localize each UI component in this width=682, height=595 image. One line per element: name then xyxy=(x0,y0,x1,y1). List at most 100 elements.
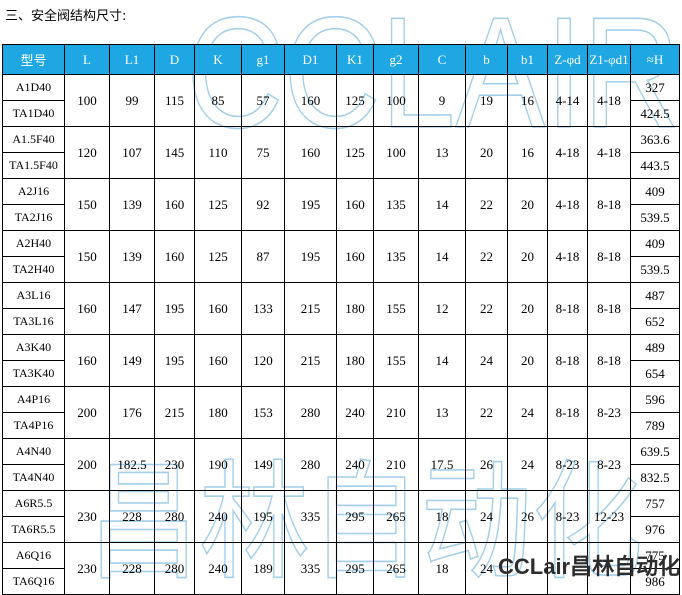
value-cell: 24 xyxy=(507,386,548,439)
table-row: A3K40 160 149 195 160 120 215 180 155 14 24 20 8-18 8… xyxy=(2,334,680,387)
value-cell: 16 xyxy=(507,74,548,127)
height-cell: 539.5 xyxy=(630,204,680,231)
height-cell: 424.5 xyxy=(630,100,680,127)
height-cell: 409 xyxy=(630,230,680,257)
value-cell: 13 xyxy=(418,126,466,179)
height-cell: 652 xyxy=(630,308,680,335)
height-cell: 775 xyxy=(630,542,680,569)
value-cell: 125 xyxy=(336,74,374,127)
value-cell: 4-18 xyxy=(547,178,588,231)
header-cell-1: L xyxy=(64,44,110,75)
height-cell: 409 xyxy=(630,178,680,205)
brand-caption: CCLair昌林自动化 xyxy=(498,554,681,579)
value-cell: 14 xyxy=(418,230,466,283)
value-cell: 230 xyxy=(64,542,110,595)
model-cell: A6R5.5 xyxy=(2,490,65,517)
value-cell: 160 xyxy=(154,178,195,231)
value-cell: 20 xyxy=(507,282,548,335)
value-cell: 149 xyxy=(109,334,155,387)
value-cell: 215 xyxy=(284,282,337,335)
value-cell: 13 xyxy=(418,386,466,439)
header-cell-5: g1 xyxy=(241,44,285,75)
value-cell: 17.5 xyxy=(418,438,466,491)
value-cell: 120 xyxy=(241,334,285,387)
model-cell: A1.5F40 xyxy=(2,126,65,153)
value-cell: 120 xyxy=(64,126,110,179)
table-row: TA3K40 654 xyxy=(2,360,680,387)
height-cell: 539.5 xyxy=(630,256,680,283)
value-cell: 210 xyxy=(373,386,419,439)
header-cell-13: Z1-φd1 xyxy=(587,44,631,75)
value-cell: 215 xyxy=(154,386,195,439)
value-cell: 12 xyxy=(418,282,466,335)
value-cell: 8-23 xyxy=(547,438,588,491)
value-cell: 20 xyxy=(507,334,548,387)
value-cell: 160 xyxy=(64,282,110,335)
value-cell: 200 xyxy=(64,386,110,439)
value-cell: 87 xyxy=(241,230,285,283)
value-cell: 115 xyxy=(154,74,195,127)
value-cell: 100 xyxy=(373,126,419,179)
height-cell: 654 xyxy=(630,360,680,387)
value-cell: 26 xyxy=(507,490,548,543)
height-cell: 596 xyxy=(630,386,680,413)
value-cell: 18 xyxy=(418,490,466,543)
value-cell: 92 xyxy=(241,178,285,231)
table-row: TA2H40 539.5 xyxy=(2,256,680,283)
value-cell: 160 xyxy=(194,334,242,387)
value-cell: 12-23 xyxy=(587,490,631,543)
value-cell: 8-18 xyxy=(587,178,631,231)
value-cell: 265 xyxy=(373,490,419,543)
value-cell: 195 xyxy=(154,334,195,387)
value-cell: 4-18 xyxy=(587,126,631,179)
value-cell: 180 xyxy=(336,334,374,387)
height-cell: 443.5 xyxy=(630,152,680,179)
value-cell: 135 xyxy=(373,230,419,283)
value-cell: 4-18 xyxy=(587,74,631,127)
table-row: TA1D40 424.5 xyxy=(2,100,680,127)
value-cell: 295 xyxy=(336,490,374,543)
value-cell: 265 xyxy=(373,542,419,595)
model-cell: A4N40 xyxy=(2,438,65,465)
value-cell: 240 xyxy=(194,490,242,543)
value-cell: 180 xyxy=(336,282,374,335)
header-cell-9: C xyxy=(418,44,466,75)
value-cell: 100 xyxy=(64,74,110,127)
value-cell: 240 xyxy=(336,438,374,491)
height-cell: 487 xyxy=(630,282,680,309)
value-cell: 160 xyxy=(154,230,195,283)
value-cell: 4-18 xyxy=(547,126,588,179)
value-cell: 230 xyxy=(154,438,195,491)
value-cell: 85 xyxy=(194,74,242,127)
header-cell-14: ≈H xyxy=(630,44,680,75)
value-cell: 14 xyxy=(418,334,466,387)
value-cell: 8-23 xyxy=(587,438,631,491)
model-cell: TA3L16 xyxy=(2,308,65,335)
value-cell: 8-23 xyxy=(587,386,631,439)
value-cell: 155 xyxy=(373,334,419,387)
height-cell: 757 xyxy=(630,490,680,517)
model-cell: TA6R5.5 xyxy=(2,516,65,543)
header-cell-11: b1 xyxy=(507,44,548,75)
header-cell-0: 型号 xyxy=(2,44,65,75)
value-cell: 99 xyxy=(109,74,155,127)
value-cell: 215 xyxy=(284,334,337,387)
header-cell-7: K1 xyxy=(336,44,374,75)
table-row: A4N40 200 182.5 230 190 149 280 240 210 17.5 26 24 8… xyxy=(2,438,680,491)
value-cell: 160 xyxy=(64,334,110,387)
value-cell: 20 xyxy=(507,230,548,283)
value-cell: 8-18 xyxy=(547,282,588,335)
value-cell: 155 xyxy=(373,282,419,335)
model-cell: TA3K40 xyxy=(2,360,65,387)
model-cell: A4P16 xyxy=(2,386,65,413)
value-cell: 160 xyxy=(336,230,374,283)
table-row: TA4N40 832.5 xyxy=(2,464,680,491)
value-cell: 8-18 xyxy=(547,386,588,439)
value-cell: 75 xyxy=(241,126,285,179)
value-cell: 125 xyxy=(194,230,242,283)
value-cell xyxy=(587,542,631,595)
model-cell: A1D40 xyxy=(2,74,65,101)
table-body: A1D40 100 99 115 85 57 160 125 100 9 19 16 4-14 4-18 3… xyxy=(2,74,680,595)
value-cell: 14 xyxy=(418,178,466,231)
